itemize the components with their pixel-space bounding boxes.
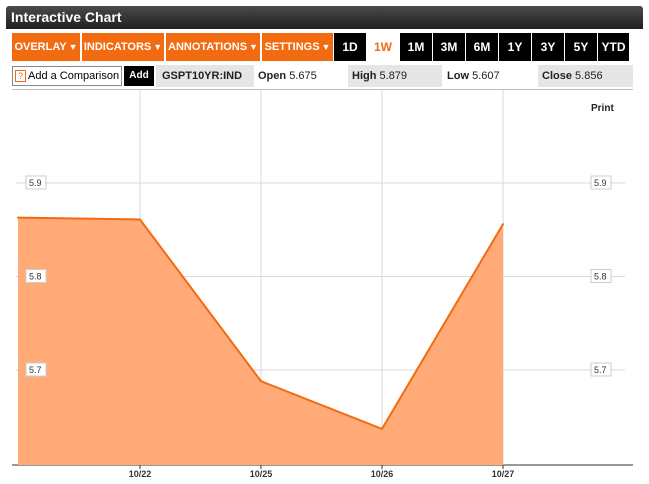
low-value: 5.607 <box>472 70 500 82</box>
indicators-menu-button[interactable]: INDICATORS ▼ <box>82 33 166 61</box>
annotations-menu-label: ANNOTATIONS <box>168 41 248 53</box>
y-tick-label-left: 5.9 <box>29 178 42 188</box>
close-stat: Close 5.856 <box>538 65 633 87</box>
add-comparison-label: Add a Comparison <box>28 70 120 82</box>
chart-toolbar: OVERLAY ▼ INDICATORS ▼ ANNOTATIONS ▼ SETTIN… <box>12 33 633 61</box>
settings-menu-label: SETTINGS <box>264 41 320 53</box>
data-point <box>502 223 504 226</box>
chevron-down-icon: ▼ <box>68 42 78 52</box>
open-stat: Open 5.675 <box>254 65 348 87</box>
chevron-down-icon: ▼ <box>153 42 163 52</box>
y-tick-label-right: 5.7 <box>594 365 607 375</box>
y-tick-label-right-box <box>590 362 612 377</box>
range-1m-button[interactable]: 1M <box>399 33 432 61</box>
price-area <box>18 217 503 465</box>
settings-menu-button[interactable]: SETTINGS ▼ <box>262 33 333 61</box>
data-point <box>260 380 262 383</box>
high-stat: High 5.879 <box>348 65 442 87</box>
chevron-down-icon: ▼ <box>249 42 258 52</box>
add-comparison-input[interactable]: ? Add a Comparison <box>12 66 122 86</box>
range-3m-button[interactable]: 3M <box>432 33 465 61</box>
range-5y-button[interactable]: 5Y <box>564 33 597 61</box>
data-point <box>381 427 383 430</box>
quote-info-bar: ? Add a Comparison Add GSPT10YR:IND Open … <box>12 65 633 87</box>
y-tick-label-left-box <box>25 362 47 377</box>
range-1w-button[interactable]: 1W <box>366 33 399 61</box>
y-tick-label-right-box <box>590 175 612 190</box>
annotations-menu-button[interactable]: ANNOTATIONS ▼ <box>166 33 262 61</box>
chevron-down-icon: ▼ <box>321 42 331 52</box>
y-tick-label-left: 5.8 <box>29 272 42 282</box>
x-tick-label: 10/25 <box>250 469 273 479</box>
y-tick-label-left-box <box>25 269 47 283</box>
toolbar-divider <box>12 89 633 90</box>
x-tick-label: 10/26 <box>371 469 394 479</box>
close-value: 5.856 <box>575 70 603 82</box>
range-ytd-button[interactable]: YTD <box>597 33 629 61</box>
high-label: High <box>352 70 377 82</box>
overlay-menu-button[interactable]: OVERLAY ▼ <box>12 33 82 61</box>
help-icon[interactable]: ? <box>15 70 26 83</box>
print-link[interactable]: Print <box>591 103 614 114</box>
symbol-label: GSPT10YR:IND <box>156 65 254 87</box>
data-point <box>139 218 141 221</box>
price-chart[interactable]: 5.9 5.9 5.8 5.8 5.7 5.7 10/22 10/25 10/26 10/27 <box>0 90 649 484</box>
low-label: Low <box>447 70 469 82</box>
indicators-menu-label: INDICATORS <box>83 41 152 53</box>
y-tick-label-right: 5.9 <box>594 178 607 188</box>
overlay-menu-label: OVERLAY <box>14 41 67 53</box>
data-point <box>17 216 19 219</box>
range-6m-button[interactable]: 6M <box>465 33 498 61</box>
y-tick-label-right: 5.8 <box>594 272 607 282</box>
open-value: 5.675 <box>289 70 317 82</box>
open-label: Open <box>258 70 287 82</box>
low-stat: Low 5.607 <box>443 65 537 87</box>
chart-window-title: Interactive Chart <box>6 6 643 29</box>
range-3y-button[interactable]: 3Y <box>531 33 564 61</box>
range-1d-button[interactable]: 1D <box>333 33 366 61</box>
x-tick-label: 10/22 <box>129 469 152 479</box>
high-value: 5.879 <box>379 70 408 82</box>
y-tick-label-left: 5.7 <box>29 365 42 375</box>
x-tick-label: 10/27 <box>492 469 515 479</box>
y-tick-label-left-box <box>25 175 47 190</box>
range-1y-button[interactable]: 1Y <box>498 33 531 61</box>
close-label: Close <box>542 70 572 82</box>
y-tick-label-right-box <box>590 269 612 283</box>
add-comparison-button[interactable]: Add <box>124 66 154 86</box>
